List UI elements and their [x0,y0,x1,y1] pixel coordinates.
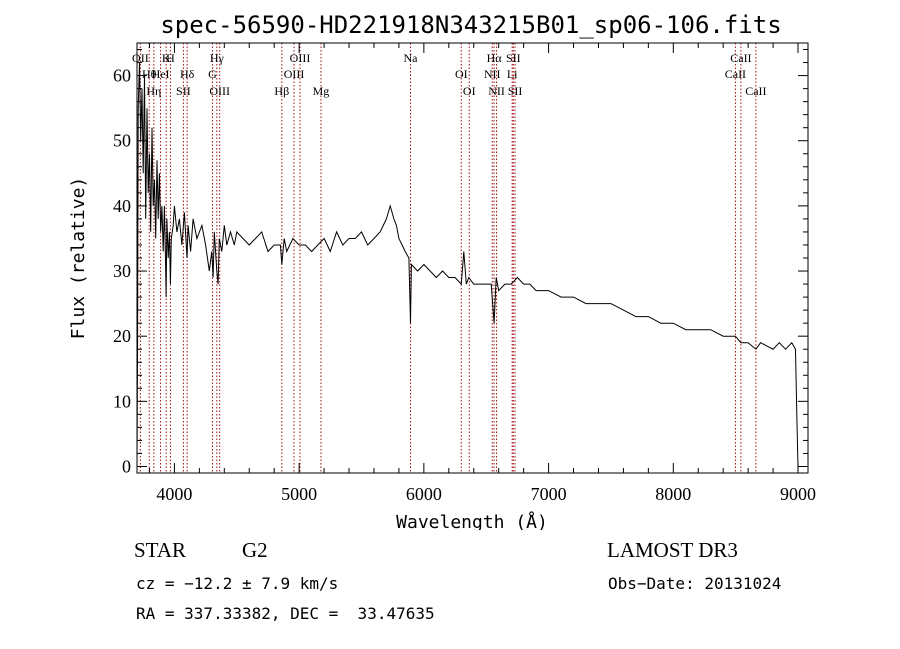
line-label-5: SII [176,84,191,98]
y-tick-label-2: 20 [113,326,131,346]
object-class: STAR [134,538,186,562]
y-tick-label-0: 0 [122,456,131,476]
object-subclass: G2 [242,538,268,562]
line-label-25: CaII [725,67,746,81]
y-tick-label-6: 60 [113,66,131,86]
y-tick-label-3: 30 [113,261,131,281]
x-tick-label-3: 7000 [531,484,567,504]
line-label-12: OIII [290,51,311,65]
line-label-19: NII [484,67,501,81]
spectral-line-labels: OII Hθ Hη K HeI SII H Hδ OIII Hγ G Hβ OIII OIII Mg Na OI… [132,51,766,98]
line-label-2: Hη [146,84,161,98]
y-tick-label-5: 50 [113,131,131,151]
line-label-14: Mg [313,84,330,98]
line-label-8: OIII [209,84,230,98]
plot-frame [136,42,809,474]
line-label-0: OII [132,51,149,65]
survey-name: LAMOST DR3 [607,538,738,562]
x-tick-label-4: 8000 [655,484,691,504]
x-tick-label-2: 6000 [406,484,442,504]
x-tick-label-1: 5000 [281,484,317,504]
line-label-4: HeI [152,67,170,81]
line-label-21: SII [506,51,521,65]
line-label-17: OI [463,84,476,98]
line-label-10: G [208,67,217,81]
line-label-1: Hθ [142,67,157,81]
x-tick-label-0: 4000 [156,484,192,504]
axis-ticks: 4000 5000 6000 7000 8000 9000 0 10 20 30 40 50 60 [113,43,816,504]
line-label-3: K [162,51,171,65]
y-axis-label: Flux (relative) [68,177,89,340]
line-label-24: CaII [730,51,751,65]
chart-title: spec-56590-HD221918N343215B01_sp06-106.f… [160,11,781,39]
line-label-15: Na [404,51,419,65]
line-label-16: OI [455,67,468,81]
redshift-cz: cz = −12.2 ± 7.9 km/s [136,574,339,593]
line-label-18: Hα [487,51,503,65]
line-label-13: OIII [284,67,305,81]
x-tick-label-5: 9000 [780,484,816,504]
line-label-7: Hδ [180,67,195,81]
line-label-23: SII [508,84,523,98]
line-label-9: Hγ [210,51,225,65]
observation-date: Obs−Date: 20131024 [608,574,782,593]
line-label-26: CaII [745,84,766,98]
line-label-6: H [166,51,175,65]
y-tick-label-1: 10 [113,391,131,411]
line-label-20: NII [488,84,505,98]
line-label-11: Hβ [274,84,289,98]
spectrum-chart: spec-56590-HD221918N343215B01_sp06-106.f… [68,11,816,533]
spectral-line-markers [139,43,757,473]
x-axis-label: Wavelength (Å) [396,511,548,530]
line-label-22: Li [507,67,518,81]
spectrum-line [136,62,799,467]
y-tick-label-4: 40 [113,196,131,216]
coordinates: RA = 337.33382, DEC = 33.47635 [136,604,435,623]
